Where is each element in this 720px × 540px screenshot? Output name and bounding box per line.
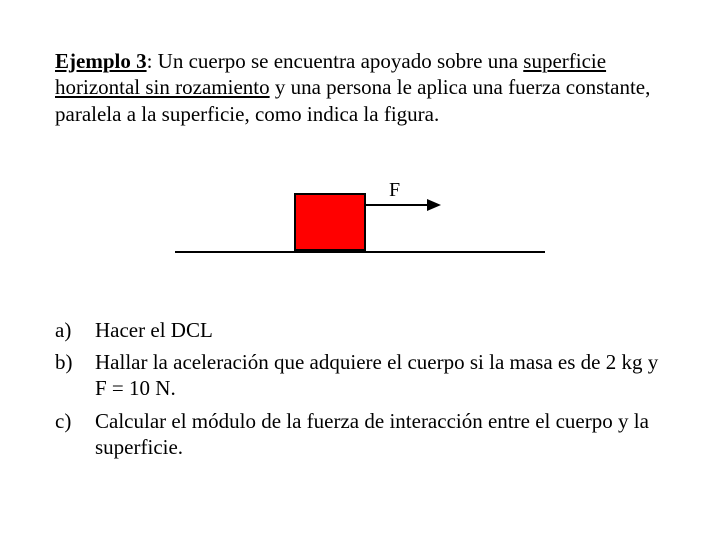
- question-b-text: Hallar la aceleración que adquiere el cu…: [95, 349, 665, 402]
- figure-container: F: [55, 182, 665, 257]
- force-arrow-line: [366, 204, 428, 206]
- example-title: Ejemplo 3: [55, 49, 147, 73]
- intro-after-title: : Un cuerpo se encuentra apoyado sobre u…: [147, 49, 524, 73]
- physics-figure: F: [175, 182, 545, 257]
- force-label: F: [389, 179, 400, 202]
- question-c-letter: c): [55, 408, 95, 461]
- problem-statement: Ejemplo 3: Un cuerpo se encuentra apoyad…: [55, 48, 665, 127]
- question-a-text: Hacer el DCL: [95, 317, 665, 343]
- surface-line: [175, 251, 545, 253]
- block-body: [294, 193, 366, 251]
- question-a-letter: a): [55, 317, 95, 343]
- questions-list: a) Hacer el DCL b) Hallar la aceleración…: [55, 317, 665, 460]
- question-c-text: Calcular el módulo de la fuerza de inter…: [95, 408, 665, 461]
- question-b-letter: b): [55, 349, 95, 402]
- force-arrow-head: [427, 199, 441, 211]
